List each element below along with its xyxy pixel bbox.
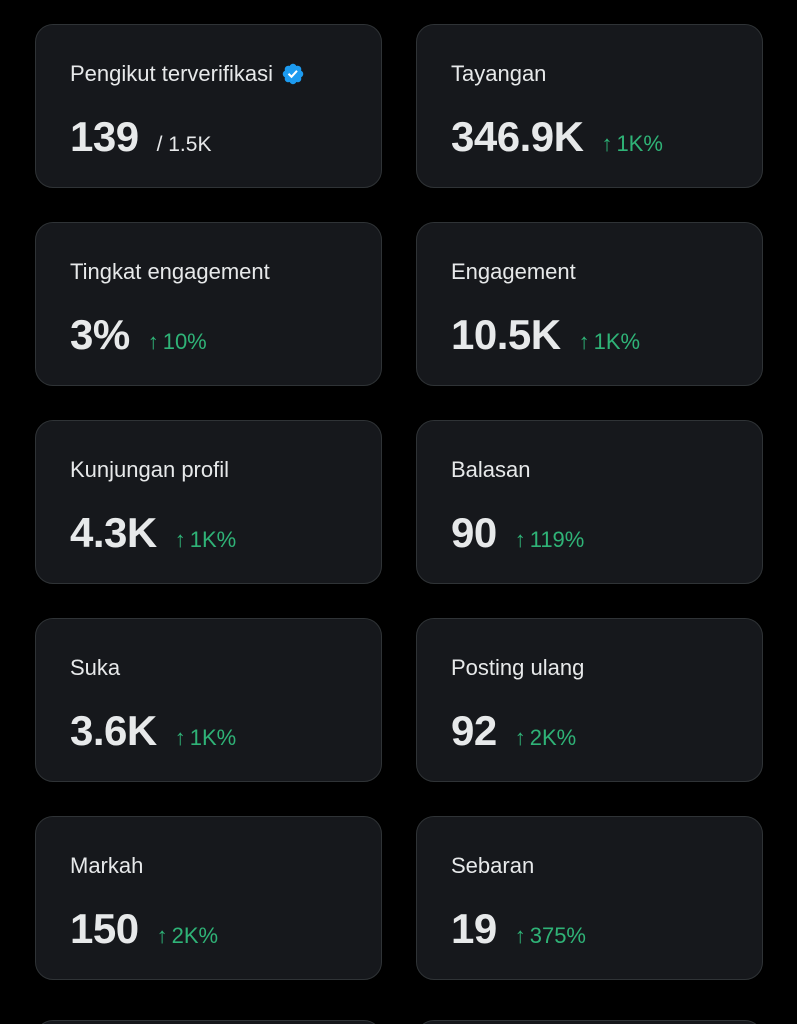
metric-value-row: 139 / 1.5K — [70, 113, 211, 161]
metric-change-value: 119% — [529, 527, 585, 552]
metric-change-value: 1K% — [616, 131, 663, 156]
arrow-up-icon: ↑ — [147, 329, 159, 354]
metric-value: 3.6K — [70, 707, 157, 754]
metric-change: ↑ 10% — [148, 329, 207, 355]
metric-card-shares[interactable]: Sebaran 19 ↑ 375% — [416, 816, 763, 980]
metric-card-bookmarks[interactable]: Markah 150 ↑ 2K% — [35, 816, 382, 980]
metric-card-engagement[interactable]: Engagement 10.5K ↑ 1K% — [416, 222, 763, 386]
metric-change-value: 375% — [529, 923, 586, 948]
metric-change: ↑ 119% — [515, 527, 585, 553]
metric-value-row: 19 ↑ 375% — [451, 905, 586, 953]
metric-change-value: 1K% — [189, 527, 237, 552]
metric-change: ↑ 1K% — [601, 131, 662, 157]
metric-change-value: 1K% — [189, 725, 237, 750]
arrow-up-icon: ↑ — [514, 725, 526, 750]
metric-card-engagement-rate[interactable]: Tingkat engagement 3% ↑ 10% — [35, 222, 382, 386]
metric-change-value: 2K% — [171, 923, 219, 948]
metric-change: ↑ 2K% — [157, 923, 218, 949]
metric-label: Suka — [70, 655, 121, 680]
arrow-up-icon: ↑ — [174, 725, 186, 750]
metric-change: ↑ 2K% — [515, 725, 576, 751]
metric-change: ↑ 1K% — [579, 329, 640, 355]
metric-card-impressions[interactable]: Tayangan 346.9K ↑ 1K% — [416, 24, 763, 188]
metric-change-value: 10% — [162, 329, 207, 354]
metric-change-value: 1K% — [593, 329, 641, 354]
metric-value-row: 346.9K ↑ 1K% — [451, 113, 663, 161]
metric-value: 10.5K — [451, 311, 561, 358]
metric-label: Kunjungan profil — [70, 457, 230, 482]
metric-card-partial[interactable] — [35, 1020, 382, 1024]
metric-card-verified-followers[interactable]: Pengikut terverifikasi 139 / 1.5K — [35, 24, 382, 188]
metric-card-reposts[interactable]: Posting ulang 92 ↑ 2K% — [416, 618, 763, 782]
metric-change-value: 2K% — [529, 725, 577, 750]
metric-card-replies[interactable]: Balasan 90 ↑ 119% — [416, 420, 763, 584]
metric-value-row: 3.6K ↑ 1K% — [70, 707, 236, 755]
metric-label: Markah — [70, 853, 144, 878]
metric-change: ↑ 1K% — [175, 527, 236, 553]
arrow-up-icon: ↑ — [156, 923, 168, 948]
metric-total: / 1.5K — [156, 133, 212, 156]
metric-change: ↑ 1K% — [175, 725, 236, 751]
metric-value: 3% — [70, 311, 130, 358]
metric-label: Balasan — [451, 457, 531, 482]
metric-label: Tayangan — [451, 61, 547, 86]
arrow-up-icon: ↑ — [578, 329, 590, 354]
metric-card-profile-visits[interactable]: Kunjungan profil 4.3K ↑ 1K% — [35, 420, 382, 584]
metric-card-partial[interactable] — [416, 1020, 763, 1024]
metric-card-likes[interactable]: Suka 3.6K ↑ 1K% — [35, 618, 382, 782]
metric-label-wrap: Pengikut terverifikasi — [70, 61, 305, 87]
arrow-up-icon: ↑ — [514, 527, 526, 552]
metric-value: 19 — [451, 905, 497, 952]
metric-value: 4.3K — [70, 509, 157, 556]
arrow-up-icon: ↑ — [601, 131, 613, 156]
metric-value-row: 90 ↑ 119% — [451, 509, 584, 557]
metric-value-row: 150 ↑ 2K% — [70, 905, 218, 953]
metric-value: 90 — [451, 509, 497, 556]
metric-value-row: 10.5K ↑ 1K% — [451, 311, 640, 359]
metric-label: Tingkat engagement — [70, 259, 270, 284]
metric-change: ↑ 375% — [515, 923, 586, 949]
metric-label: Engagement — [451, 259, 576, 284]
arrow-up-icon: ↑ — [174, 527, 186, 552]
metric-value-row: 4.3K ↑ 1K% — [70, 509, 236, 557]
arrow-up-icon: ↑ — [514, 923, 526, 948]
metric-label: Sebaran — [451, 853, 535, 878]
metric-value: 346.9K — [451, 113, 584, 160]
verified-badge-icon — [282, 63, 304, 85]
metric-value: 150 — [70, 905, 139, 952]
metric-value-row: 3% ↑ 10% — [70, 311, 207, 359]
metric-label: Posting ulang — [451, 655, 585, 680]
metric-label: Pengikut terverifikasi — [70, 61, 273, 86]
metric-value: 92 — [451, 707, 497, 754]
metric-value-row: 92 ↑ 2K% — [451, 707, 576, 755]
metric-value: 139 — [70, 113, 139, 160]
